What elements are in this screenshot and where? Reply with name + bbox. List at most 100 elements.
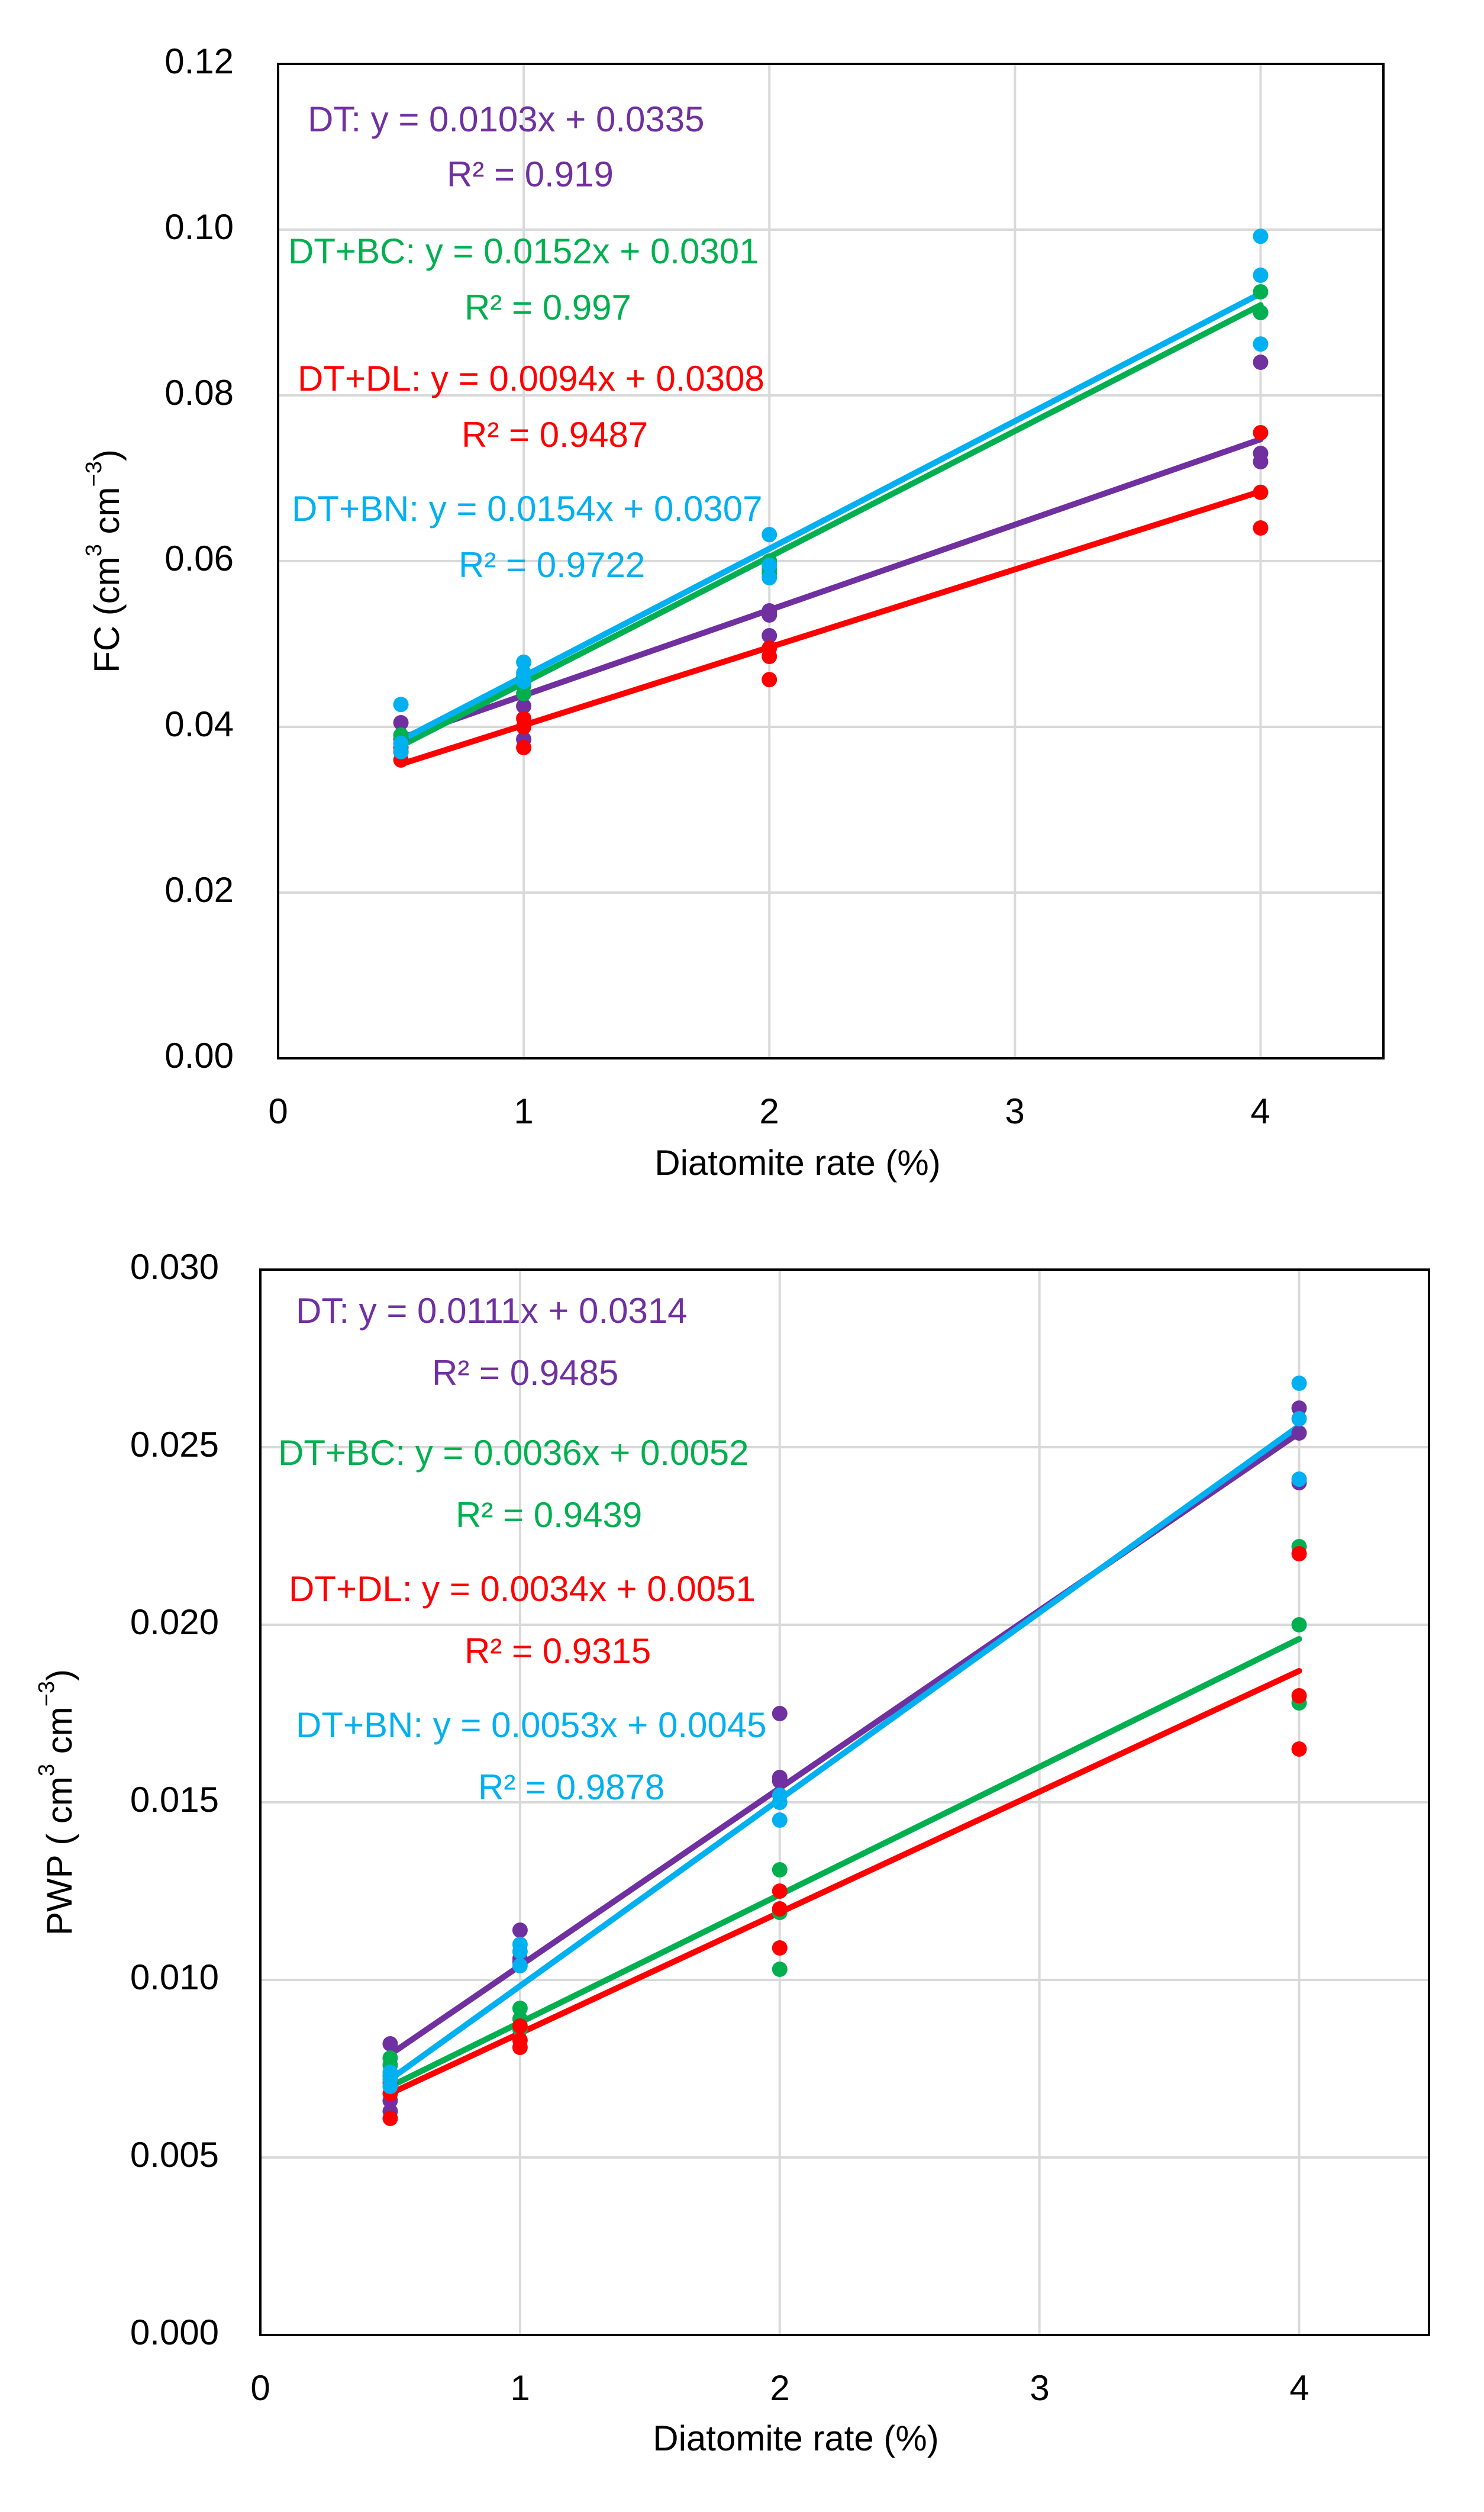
pwp-data-points bbox=[382, 1376, 1307, 2126]
fc-point-dtdl-8 bbox=[762, 672, 778, 688]
fc-r2-dt: R² = 0.919 bbox=[447, 154, 614, 194]
fc-eq-dtbn: DT+BN: y = 0.0154x + 0.0307 bbox=[292, 489, 763, 529]
pwp-trendlines bbox=[387, 1423, 1302, 2096]
fc-eq-dt: DT: y = 0.0103x + 0.0335 bbox=[308, 99, 704, 139]
fc-point-dtbc-5 bbox=[516, 686, 532, 701]
fc-point-dtbn-3 bbox=[516, 654, 532, 670]
fc-point-dtbn-2 bbox=[393, 744, 409, 759]
pwp-point-dtdl-11 bbox=[1291, 1741, 1307, 1757]
fc-x-tick-labels: 0 1 2 3 4 bbox=[268, 1091, 1270, 1131]
fc-r2-dtbc: R² = 0.997 bbox=[464, 288, 631, 327]
pwp-point-dtdl-9 bbox=[1291, 1546, 1307, 1561]
pwp-trendline-dtbn bbox=[387, 1423, 1302, 2082]
pwp-x-tick-3: 3 bbox=[1030, 2368, 1049, 2408]
pwp-point-dtbn-8 bbox=[772, 1812, 788, 1828]
fc-plot-border bbox=[277, 63, 1385, 1059]
pwp-point-dtbc-10 bbox=[1291, 1617, 1307, 1632]
fc-trendline-dtbn bbox=[398, 290, 1264, 743]
pwp-point-dt-0 bbox=[382, 2036, 398, 2052]
fc-r2-dtdl: R² = 0.9487 bbox=[462, 415, 648, 455]
fc-point-dtbn-9 bbox=[1253, 228, 1269, 244]
pwp-y-tick-5: 0.025 bbox=[130, 1425, 219, 1464]
fc-point-dtbn-6 bbox=[762, 527, 778, 543]
pwp-eq-dtdl: DT+DL: y = 0.0034x + 0.0051 bbox=[289, 1569, 756, 1609]
pwp-point-dtdl-3 bbox=[512, 2018, 528, 2034]
fc-point-dt-3 bbox=[516, 698, 532, 714]
pwp-eq-dt: DT: y = 0.0111x + 0.0314 bbox=[296, 1291, 688, 1331]
fc-x-tick-0: 0 bbox=[268, 1091, 288, 1131]
pwp-point-dtbc-6 bbox=[772, 1862, 788, 1877]
fc-y-tick-0: 0.00 bbox=[164, 1036, 234, 1075]
fc-data-points bbox=[393, 228, 1269, 768]
pwp-plot-border bbox=[259, 1268, 1430, 2336]
fc-point-dtbn-11 bbox=[1253, 336, 1269, 352]
pwp-y-tick-6: 0.030 bbox=[130, 1247, 219, 1287]
pwp-chart: 0.000 0.005 0.010 0.015 0.020 0.025 0.03… bbox=[34, 1247, 1430, 2458]
pwp-r2-dtbc: R² = 0.9439 bbox=[456, 1495, 642, 1535]
pwp-point-dt-10 bbox=[1291, 1425, 1307, 1441]
fc-r2-dtbn: R² = 0.9722 bbox=[459, 545, 645, 585]
pwp-point-dtbc-8 bbox=[772, 1962, 788, 1977]
pwp-x-tick-1: 1 bbox=[510, 2368, 530, 2408]
fc-point-dt-0 bbox=[393, 715, 409, 730]
pwp-gridlines bbox=[260, 1270, 1429, 2335]
pwp-point-dtbc-3 bbox=[512, 2001, 528, 2016]
pwp-point-dtdl-10 bbox=[1291, 1688, 1307, 1703]
pwp-point-dtbn-7 bbox=[772, 1795, 788, 1810]
pwp-x-tick-4: 4 bbox=[1289, 2368, 1309, 2408]
fc-point-dtdl-11 bbox=[1253, 520, 1269, 536]
pwp-point-dtbn-4 bbox=[512, 1944, 528, 1959]
pwp-point-dt-9 bbox=[1291, 1400, 1307, 1416]
fc-point-dtbn-10 bbox=[1253, 268, 1269, 283]
pwp-equation-labels: DT: y = 0.0111x + 0.0314 R² = 0.9485 DT+… bbox=[278, 1291, 767, 1807]
pwp-point-dtdl-8 bbox=[772, 1940, 788, 1956]
pwp-point-dtbn-5 bbox=[512, 1958, 528, 1973]
pwp-point-dtbn-2 bbox=[382, 2079, 398, 2094]
fc-point-dtdl-5 bbox=[516, 740, 532, 755]
fc-y-axis-title: FC (cm3 cm−3) bbox=[82, 449, 127, 673]
pwp-y-tick-1: 0.005 bbox=[130, 2135, 219, 2175]
pwp-y-tick-labels: 0.000 0.005 0.010 0.015 0.020 0.025 0.03… bbox=[130, 1247, 219, 2352]
fc-point-dtbn-5 bbox=[516, 674, 532, 689]
fc-trendlines bbox=[398, 290, 1264, 767]
fc-y-tick-2: 0.04 bbox=[164, 704, 234, 744]
pwp-x-tick-2: 2 bbox=[770, 2368, 789, 2408]
pwp-r2-dtbn: R² = 0.9878 bbox=[478, 1767, 664, 1807]
fc-point-dtbn-0 bbox=[393, 697, 409, 713]
fc-trendline-dt bbox=[398, 436, 1264, 741]
pwp-r2-dtdl: R² = 0.9315 bbox=[464, 1631, 651, 1671]
fc-x-tick-3: 3 bbox=[1005, 1091, 1024, 1131]
fc-y-tick-6: 0.12 bbox=[164, 41, 234, 81]
fc-point-dtdl-10 bbox=[1253, 484, 1269, 500]
fc-point-dt-9 bbox=[1253, 355, 1269, 370]
pwp-point-dtdl-7 bbox=[772, 1901, 788, 1917]
fc-trendline-dtbc bbox=[398, 302, 1264, 749]
pwp-x-tick-0: 0 bbox=[250, 2368, 270, 2408]
fc-chart: 0.00 0.02 0.04 0.06 0.08 0.10 0.12 0 1 2… bbox=[82, 41, 1385, 1183]
pwp-y-tick-3: 0.015 bbox=[130, 1780, 219, 1819]
fc-y-tick-4: 0.08 bbox=[164, 373, 234, 413]
fc-trendline-dtdl bbox=[398, 488, 1264, 767]
fc-eq-dtdl: DT+DL: y = 0.0094x + 0.0308 bbox=[298, 359, 764, 398]
pwp-r2-dt: R² = 0.9485 bbox=[432, 1353, 618, 1393]
fc-point-dt-8 bbox=[762, 628, 778, 643]
pwp-y-tick-4: 0.020 bbox=[130, 1602, 219, 1642]
fc-point-dt-7 bbox=[762, 607, 778, 623]
pwp-point-dtbn-9 bbox=[1291, 1376, 1307, 1391]
pwp-point-dtbn-10 bbox=[1291, 1411, 1307, 1426]
pwp-point-dt-3 bbox=[512, 1922, 528, 1938]
fc-x-axis-title: Diatomite rate (%) bbox=[654, 1143, 940, 1183]
fc-y-tick-1: 0.02 bbox=[164, 870, 234, 910]
fc-eq-dtbc: DT+BC: y = 0.0152x + 0.0301 bbox=[288, 231, 759, 271]
pwp-eq-dtbc: DT+BC: y = 0.0036x + 0.0052 bbox=[278, 1433, 749, 1473]
pwp-x-tick-labels: 0 1 2 3 4 bbox=[250, 2368, 1309, 2408]
fc-equation-labels: DT: y = 0.0103x + 0.0335 R² = 0.919 DT+B… bbox=[288, 99, 764, 585]
fc-point-dtbn-8 bbox=[762, 570, 778, 585]
pwp-point-dt-6 bbox=[772, 1706, 788, 1721]
fc-point-dt-11 bbox=[1253, 454, 1269, 469]
fc-point-dtdl-4 bbox=[516, 719, 532, 735]
fc-point-dtbc-9 bbox=[1253, 284, 1269, 299]
pwp-y-axis-title: PWP ( cm3 cm−3) bbox=[34, 1669, 79, 1935]
pwp-point-dt-8 bbox=[772, 1773, 788, 1789]
pwp-point-dtdl-5 bbox=[512, 2040, 528, 2055]
